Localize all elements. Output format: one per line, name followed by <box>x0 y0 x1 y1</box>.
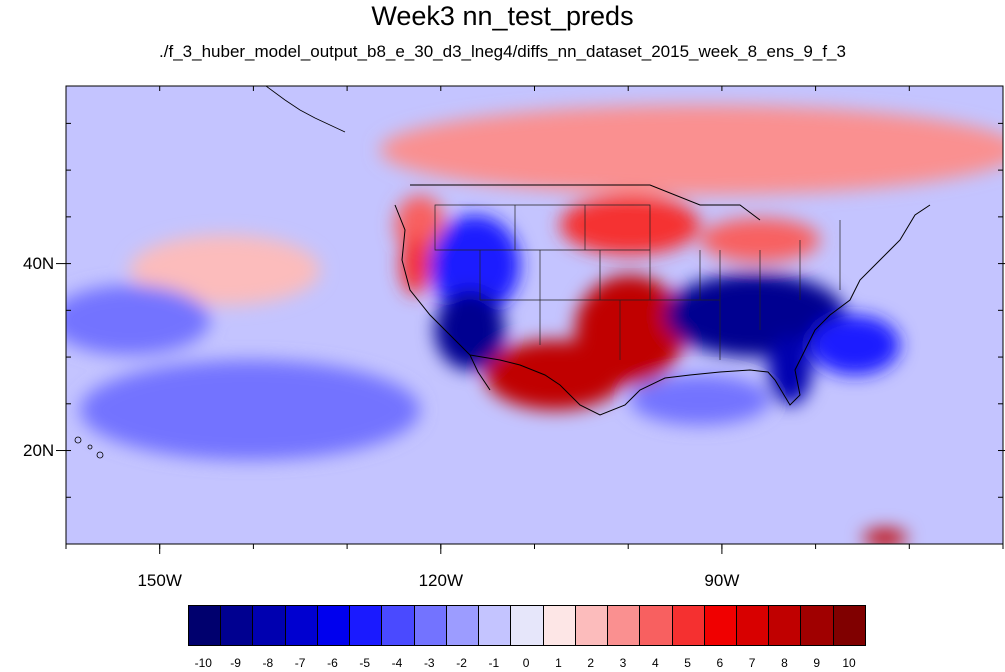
hawaii-islands <box>74 436 104 459</box>
colorbar-swatch <box>414 606 447 645</box>
field-anomaly-desert-southwest <box>435 290 505 370</box>
colorbar-swatch <box>640 606 673 645</box>
colorbar-swatch <box>479 606 512 645</box>
colorbar-swatch <box>769 606 802 645</box>
field-anomaly-gulf-of-mexico <box>630 375 770 425</box>
colorbar-swatch <box>608 606 641 645</box>
colorbar-label: -3 <box>423 656 435 670</box>
colorbar-label: -6 <box>327 656 338 670</box>
colorbar <box>188 605 866 646</box>
colorbar-swatch <box>317 606 351 645</box>
colorbar-swatch <box>253 606 286 645</box>
field-anomaly-northern-plains <box>560 195 700 255</box>
x-tick-label: 150W <box>137 571 182 590</box>
field-anomaly-northern-mexico <box>485 340 625 410</box>
field-anomaly-caribbean-coast <box>863 529 907 544</box>
field-anomaly-florida <box>768 335 812 405</box>
anomaly-map <box>56 85 1005 554</box>
colorbar-swatch <box>446 606 480 645</box>
field-anomaly-pacific-high-lobe <box>130 235 320 305</box>
colorbar-label: -8 <box>262 656 274 670</box>
colorbar-swatch <box>736 606 770 645</box>
colorbar-label: 9 <box>813 656 821 670</box>
colorbar-swatch <box>833 606 865 645</box>
colorbar-label: -5 <box>359 656 371 670</box>
alaska-coast <box>265 86 346 133</box>
colorbar-swatch <box>221 606 254 645</box>
y-tick-label: 40N <box>23 253 55 273</box>
minor-ticks <box>65 86 1004 549</box>
colorbar-label: 2 <box>587 656 595 670</box>
colorbar-label: -10 <box>194 656 212 670</box>
colorbar-label: -4 <box>391 656 403 670</box>
colorbar-swatch <box>350 606 383 645</box>
colorbar-label: -2 <box>456 656 467 670</box>
colorbar-label: 3 <box>619 656 627 670</box>
colorbar-label: -7 <box>294 656 306 670</box>
colorbar-label: -1 <box>488 656 500 670</box>
colorbar-label: 7 <box>748 656 756 670</box>
colorbar-swatch <box>672 606 705 645</box>
map-title: Week3 nn_test_preds <box>371 1 634 31</box>
field-anomaly-california-coast <box>400 235 430 295</box>
colorbar-label: 1 <box>555 656 562 670</box>
colorbar-swatch <box>189 606 222 645</box>
field-anomaly-eastern-pacific-west <box>66 285 210 355</box>
colorbar-swatch <box>704 606 737 645</box>
map-subtitle: ./f_3_huber_model_output_b8_e_30_d3_lneg… <box>159 42 846 61</box>
colorbar-label: 10 <box>842 656 856 670</box>
x-tick-label: 90W <box>704 571 740 590</box>
colorbar-label: 8 <box>781 656 788 670</box>
colorbar-swatch <box>543 606 576 645</box>
field-anomaly-great-basin <box>430 215 520 315</box>
field-anomaly-western-atlantic <box>810 315 900 375</box>
colorbar-label: 5 <box>684 656 691 670</box>
field-anomaly-canada-band <box>380 105 1003 195</box>
y-tick-label: 20N <box>23 440 55 460</box>
colorbar-swatch <box>285 606 318 645</box>
coastline-outline <box>394 184 931 416</box>
colorbar-swatch <box>801 606 834 645</box>
colorbar-label: 4 <box>651 656 659 670</box>
colorbar-swatch <box>382 606 415 645</box>
colorbar-swatch <box>575 606 609 645</box>
x-tick-label: 120W <box>418 571 463 590</box>
field-anomaly-great-lakes <box>700 218 820 262</box>
field-anomaly-subtropical-pacific <box>80 360 420 460</box>
colorbar-label: -9 <box>230 656 241 670</box>
colorbar-label: 6 <box>716 656 724 670</box>
colorbar-swatch <box>511 606 544 645</box>
state-lines <box>434 204 841 360</box>
colorbar-label: 0 <box>522 656 530 670</box>
